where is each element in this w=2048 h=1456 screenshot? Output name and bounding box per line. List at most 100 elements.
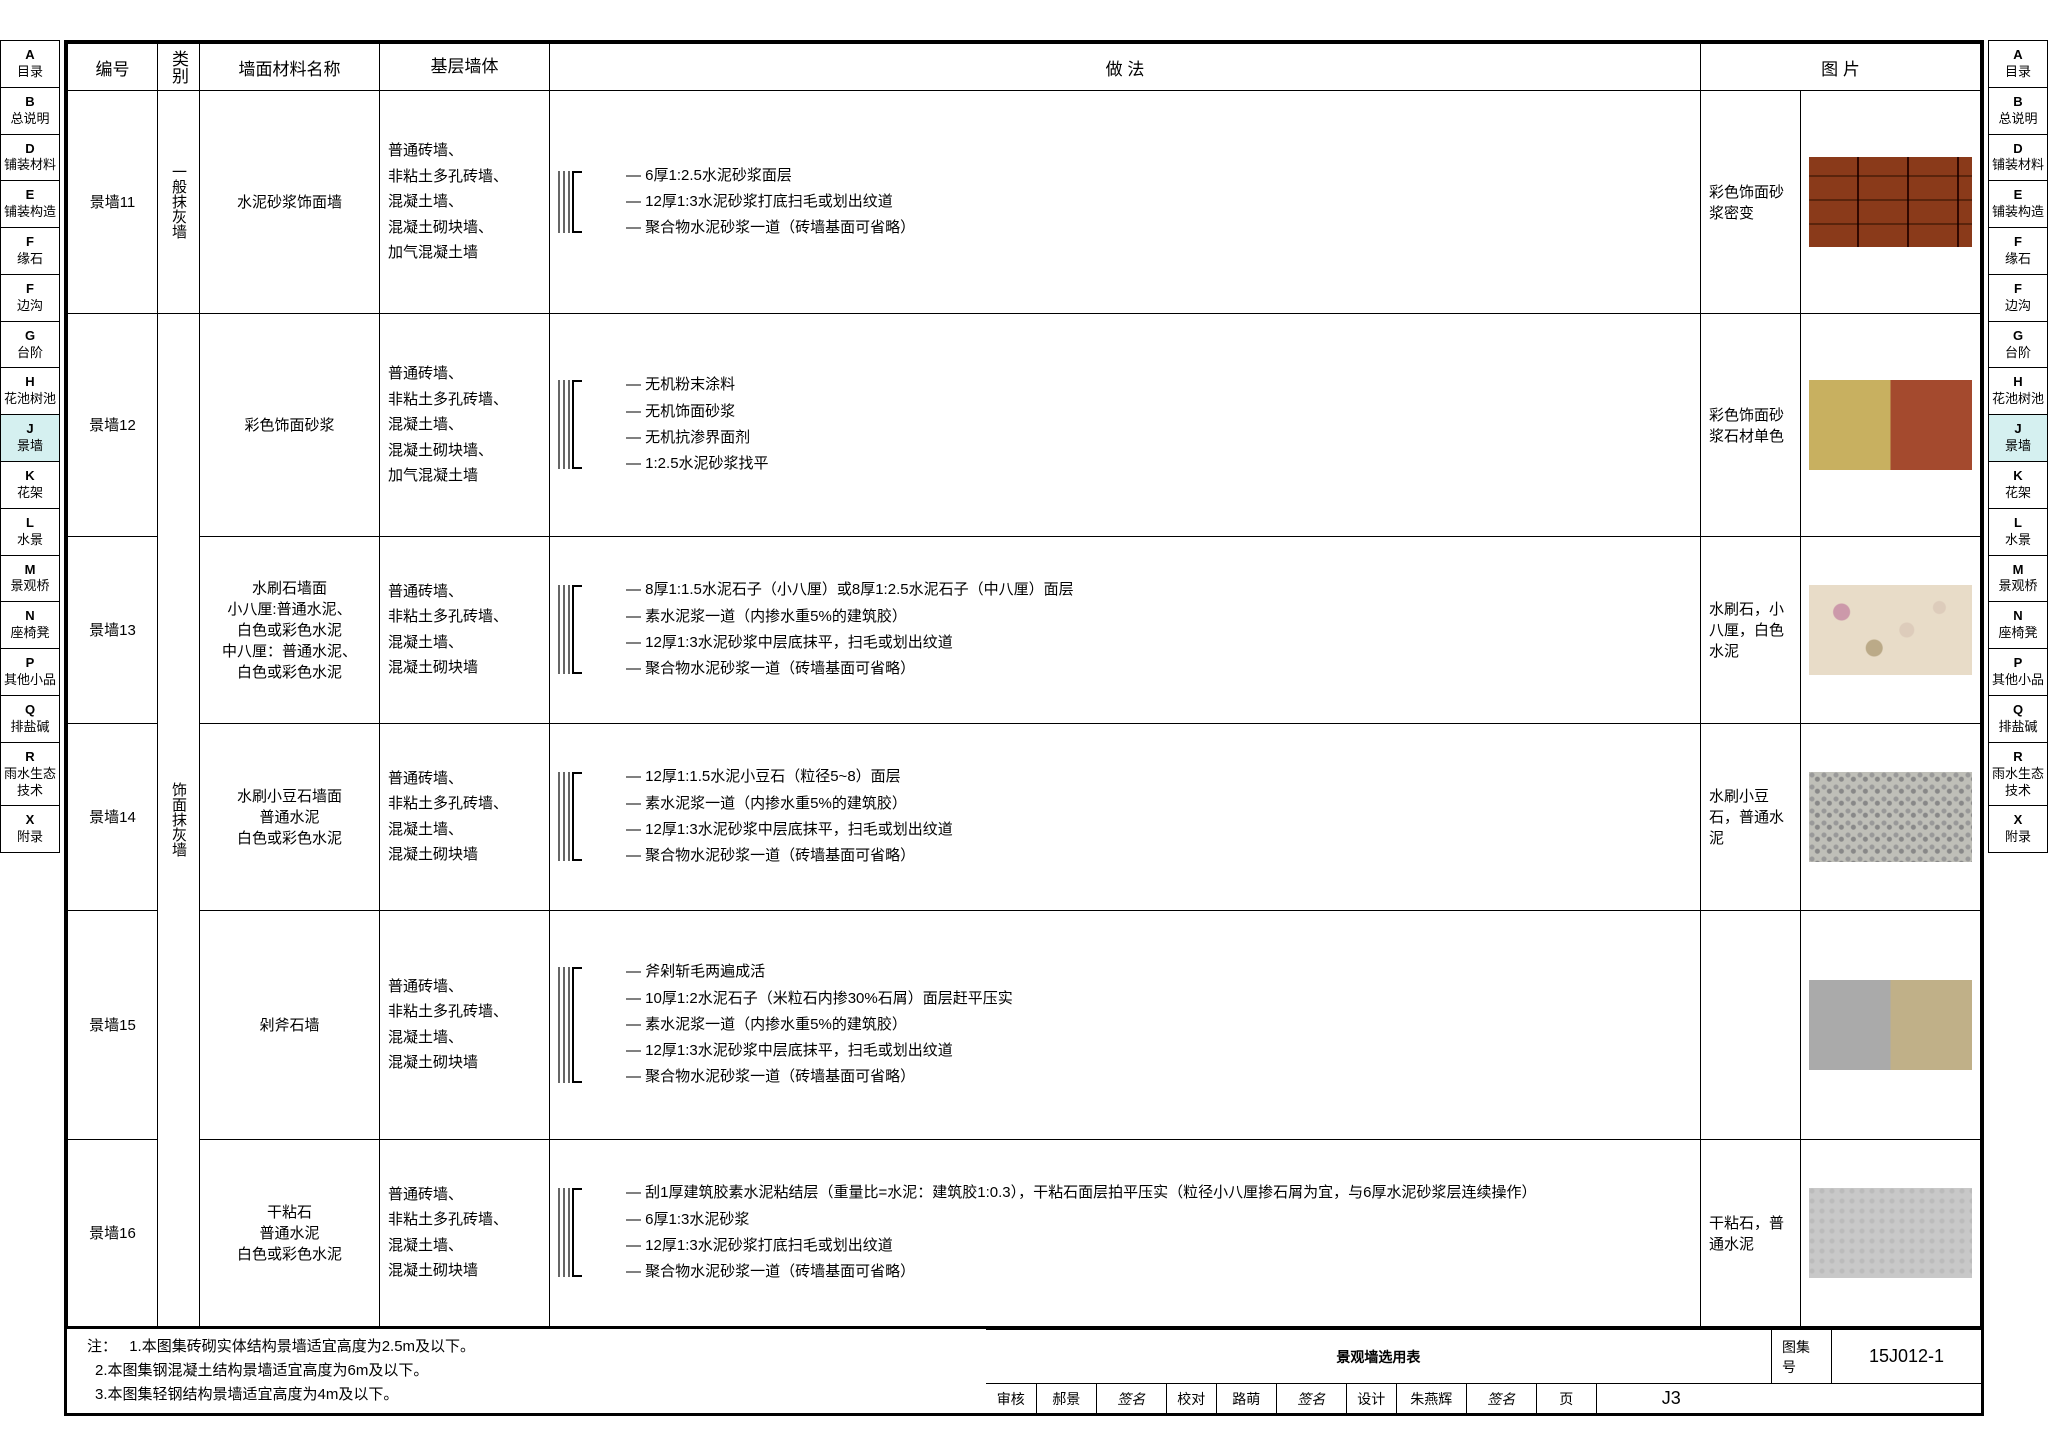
- nav-item-K[interactable]: K花架: [0, 461, 60, 508]
- cell-num: 景墙16: [68, 1139, 158, 1326]
- wall-table: 编号 类别 墙面材料名称 基层墙体 做 法 图 片 景墙11一般抹灰墙水泥砂浆饰…: [67, 43, 1981, 1327]
- material-swatch: [1809, 772, 1972, 862]
- nav-item-A[interactable]: A目录: [1988, 40, 2048, 87]
- nav-item-X[interactable]: X附录: [1988, 805, 2048, 853]
- nav-item-B[interactable]: B总说明: [1988, 87, 2048, 134]
- nav-item-D[interactable]: D铺装材料: [1988, 134, 2048, 181]
- nav-item-Q[interactable]: Q排盐碱: [1988, 695, 2048, 742]
- sig-shenhe: 签名: [1096, 1384, 1166, 1413]
- cell-base: 普通砖墙、 非粘土多孔砖墙、 混凝土墙、 混凝土砌块墙: [380, 536, 550, 723]
- nav-item-D[interactable]: D铺装材料: [0, 134, 60, 181]
- cell-mat: 剁斧石墙: [200, 911, 380, 1140]
- cell-num: 景墙15: [68, 911, 158, 1140]
- nav-item-L[interactable]: L水景: [1988, 508, 2048, 555]
- table-row: 景墙12饰面抹灰墙彩色饰面砂浆普通砖墙、 非粘土多孔砖墙、 混凝土墙、 混凝土砌…: [68, 313, 1981, 536]
- cell-base: 普通砖墙、 非粘土多孔砖墙、 混凝土墙、 混凝土砌块墙、 加气混凝土墙: [380, 91, 550, 314]
- nav-right: A目录B总说明D铺装材料E铺装构造F缘石F边沟G台阶H花池树池J景墙K花架L水景…: [1988, 40, 2048, 1416]
- nav-item-K[interactable]: K花架: [1988, 461, 2048, 508]
- cell-base: 普通砖墙、 非粘土多孔砖墙、 混凝土墙、 混凝土砌块墙: [380, 723, 550, 910]
- layer-diagram-icon: [558, 577, 618, 682]
- nav-item-N[interactable]: N座椅凳: [0, 601, 60, 648]
- material-swatch: [1809, 585, 1972, 675]
- cell-num: 景墙11: [68, 91, 158, 314]
- nav-item-E[interactable]: E铺装构造: [0, 180, 60, 227]
- cell-base: 普通砖墙、 非粘土多孔砖墙、 混凝土墙、 混凝土砌块墙、 加气混凝土墙: [380, 313, 550, 536]
- cell-base: 普通砖墙、 非粘土多孔砖墙、 混凝土墙、 混凝土砌块墙: [380, 911, 550, 1140]
- nav-item-J[interactable]: J景墙: [0, 414, 60, 461]
- lbl-jiaodui: 校对: [1166, 1384, 1216, 1413]
- material-swatch: [1809, 380, 1972, 470]
- th-base: 基层墙体: [380, 44, 550, 91]
- material-swatch: [1809, 980, 1972, 1070]
- material-swatch: [1809, 1188, 1972, 1278]
- cell-mat: 干粘石 普通水泥 白色或彩色水泥: [200, 1139, 380, 1326]
- cell-imglabel: 水刷小豆石，普通水泥: [1701, 723, 1801, 910]
- nav-item-M[interactable]: M景观桥: [0, 555, 60, 602]
- lbl-sheji: 设计: [1346, 1384, 1396, 1413]
- nav-item-Q[interactable]: Q排盐碱: [0, 695, 60, 742]
- nav-item-X[interactable]: X附录: [0, 805, 60, 853]
- cell-image: [1801, 1139, 1981, 1326]
- footer: 注： 1.本图集砖砌实体结构景墙适宜高度为2.5m及以下。2.本图集钢混凝土结构…: [67, 1327, 1981, 1413]
- cell-image: [1801, 536, 1981, 723]
- cell-image: [1801, 91, 1981, 314]
- notes-label: 注：: [87, 1338, 117, 1355]
- nav-item-H[interactable]: H花池树池: [1988, 367, 2048, 414]
- nav-item-A[interactable]: A目录: [0, 40, 60, 87]
- table-row: 景墙11一般抹灰墙水泥砂浆饰面墙普通砖墙、 非粘土多孔砖墙、 混凝土墙、 混凝土…: [68, 91, 1981, 314]
- cell-base: 普通砖墙、 非粘土多孔砖墙、 混凝土墙、 混凝土砌块墙: [380, 1139, 550, 1326]
- th-mat: 墙面材料名称: [200, 44, 380, 91]
- cell-image: [1801, 723, 1981, 910]
- nav-item-L[interactable]: L水景: [0, 508, 60, 555]
- val-tujihao: 15J012-1: [1831, 1330, 1981, 1383]
- cell-image: [1801, 911, 1981, 1140]
- main-panel: 编号 类别 墙面材料名称 基层墙体 做 法 图 片 景墙11一般抹灰墙水泥砂浆饰…: [64, 40, 1984, 1416]
- th-img: 图 片: [1701, 44, 1981, 91]
- nav-item-F[interactable]: F边沟: [0, 274, 60, 321]
- cell-method: 无机粉末涂料无机饰面砂浆无机抗渗界面剂1:2.5水泥砂浆找平: [550, 313, 1701, 536]
- material-swatch: [1809, 157, 1972, 247]
- nav-item-P[interactable]: P其他小品: [1988, 648, 2048, 695]
- nav-item-M[interactable]: M景观桥: [1988, 555, 2048, 602]
- sig-sheji: 签名: [1466, 1384, 1536, 1413]
- layer-diagram-icon: [558, 163, 618, 242]
- cell-imglabel: 水刷石，小八厘，白色水泥: [1701, 536, 1801, 723]
- val-jiaodui-n: 路萌: [1216, 1384, 1276, 1413]
- cell-method: 6厚1:2.5水泥砂浆面层12厚1:3水泥砂浆打底扫毛或划出纹道聚合物水泥砂浆一…: [550, 91, 1701, 314]
- cell-method: 刮1厚建筑胶素水泥粘结层（重量比=水泥：建筑胶1:0.3），干粘石面层拍平压实（…: [550, 1139, 1701, 1326]
- nav-item-F[interactable]: F边沟: [1988, 274, 2048, 321]
- nav-item-P[interactable]: P其他小品: [0, 648, 60, 695]
- nav-item-F[interactable]: F缘石: [0, 227, 60, 274]
- nav-item-R[interactable]: R雨水生态技术: [1988, 742, 2048, 806]
- lbl-tujihao: 图集号: [1771, 1330, 1831, 1383]
- val-shenhe-n: 郝景: [1036, 1384, 1096, 1413]
- nav-item-R[interactable]: R雨水生态技术: [0, 742, 60, 806]
- table-row: 景墙15 剁斧石墙普通砖墙、 非粘土多孔砖墙、 混凝土墙、 混凝土砌块墙斧剁斩毛两…: [68, 911, 1981, 1140]
- val-sheji-n: 朱燕辉: [1396, 1384, 1466, 1413]
- th-method: 做 法: [550, 44, 1701, 91]
- nav-item-G[interactable]: G台阶: [0, 321, 60, 368]
- nav-item-B[interactable]: B总说明: [0, 87, 60, 134]
- cell-method: 12厚1:1.5水泥小豆石（粒径5~8）面层素水泥浆一道（内掺水重5%的建筑胶）…: [550, 723, 1701, 910]
- nav-item-J[interactable]: J景墙: [1988, 414, 2048, 461]
- th-num: 编号: [68, 44, 158, 91]
- layer-diagram-icon: [558, 1180, 618, 1285]
- cell-image: [1801, 313, 1981, 536]
- table-row: 景墙16 干粘石 普通水泥 白色或彩色水泥普通砖墙、 非粘土多孔砖墙、 混凝土墙、…: [68, 1139, 1981, 1326]
- cell-mat: 水刷石墙面 小八厘:普通水泥、 白色或彩色水泥 中八厘：普通水泥、 白色或彩色水…: [200, 536, 380, 723]
- nav-left: A目录B总说明D铺装材料E铺装构造F缘石F边沟G台阶H花池树池J景墙K花架L水景…: [0, 40, 60, 1416]
- nav-item-N[interactable]: N座椅凳: [1988, 601, 2048, 648]
- lbl-ye: 页: [1536, 1384, 1596, 1413]
- table-row: 景墙14水刷小豆石墙面 普通水泥 白色或彩色水泥普通砖墙、 非粘土多孔砖墙、 混…: [68, 723, 1981, 910]
- cell-method: 8厚1:1.5水泥石子（小八厘）或8厚1:2.5水泥石子（中八厘）面层素水泥浆一…: [550, 536, 1701, 723]
- cell-imglabel: 干粘石，普通水泥: [1701, 1139, 1801, 1326]
- cell-num: 景墙14: [68, 723, 158, 910]
- cell-method: 斧剁斩毛两遍成活10厚1:2水泥石子（米粒石内掺30%石屑）面层赶平压实素水泥浆…: [550, 911, 1701, 1140]
- nav-item-G[interactable]: G台阶: [1988, 321, 2048, 368]
- cell-mat: 彩色饰面砂浆: [200, 313, 380, 536]
- nav-item-E[interactable]: E铺装构造: [1988, 180, 2048, 227]
- cell-mat: 水泥砂浆饰面墙: [200, 91, 380, 314]
- nav-item-H[interactable]: H花池树池: [0, 367, 60, 414]
- drawing-title: 景观墙选用表: [986, 1330, 1771, 1383]
- nav-item-F[interactable]: F缘石: [1988, 227, 2048, 274]
